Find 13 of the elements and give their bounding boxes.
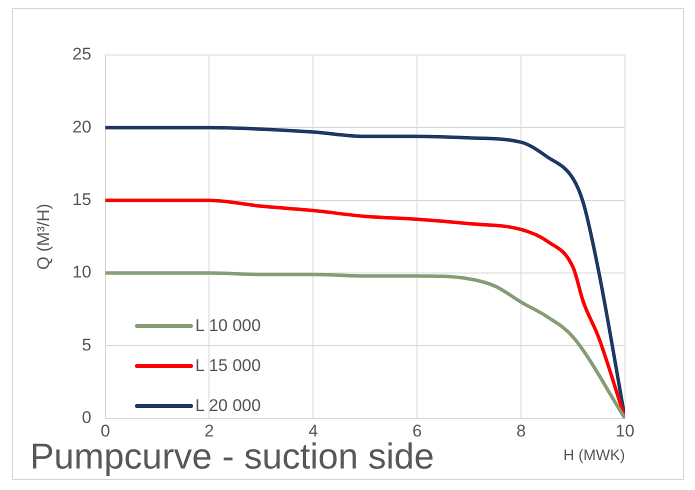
- y-tick-label: 15: [72, 190, 92, 210]
- legend-label: L 20 000: [195, 396, 261, 416]
- y-tick-label: 25: [72, 44, 92, 64]
- x-tick-label: 10: [616, 421, 634, 440]
- y-tick-label: 20: [72, 117, 92, 136]
- x-tick-label: 8: [516, 421, 526, 440]
- legend-label: L 10 000: [195, 316, 261, 336]
- y-tick-label: 0: [82, 408, 92, 428]
- legend-label: L 15 000: [195, 356, 261, 376]
- x-axis-title: H (MWK): [563, 446, 625, 464]
- y-tick-label: 5: [82, 335, 92, 354]
- y-tick-label: 10: [72, 262, 92, 282]
- y-axis-title: Q (M³/H): [34, 204, 53, 270]
